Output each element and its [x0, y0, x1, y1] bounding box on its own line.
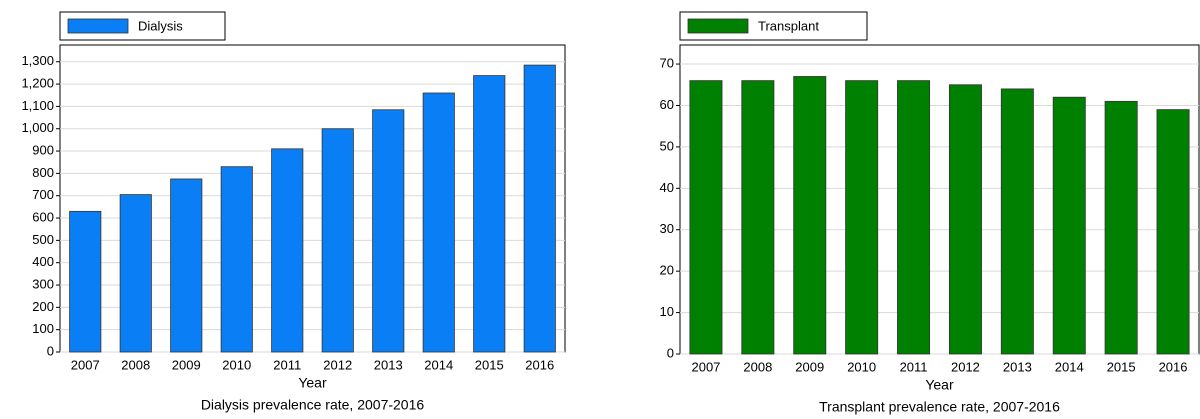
legend-swatch: [67, 18, 129, 34]
bar: [473, 75, 506, 353]
y-tick-label: 800: [32, 165, 54, 180]
x-tick-label: 2012: [951, 359, 980, 374]
y-tick-label: 700: [32, 187, 54, 202]
bar: [372, 109, 405, 353]
x-tick-label: 2007: [691, 359, 720, 374]
x-tick-label: 2009: [795, 359, 824, 374]
y-tick-label: 300: [32, 276, 54, 291]
x-tick-label: 2010: [222, 357, 251, 372]
y-tick-label: 50: [660, 138, 674, 153]
y-tick-label: 600: [32, 209, 54, 224]
y-tick-label: 200: [32, 299, 54, 314]
y-tick-label: 30: [660, 221, 674, 236]
x-tick-label: 2016: [1159, 359, 1188, 374]
bar: [689, 80, 723, 355]
chart-title: Transplant prevalence rate, 2007-2016: [819, 399, 1060, 415]
y-tick-label: 1,300: [21, 53, 54, 68]
bar: [948, 84, 982, 355]
legend-swatch: [687, 18, 749, 34]
y-tick-label: 900: [32, 142, 54, 157]
y-tick-label: 0: [47, 343, 54, 358]
bar: [1156, 109, 1190, 355]
x-tick-label: 2013: [1003, 359, 1032, 374]
x-tick-label: 2011: [273, 357, 301, 372]
legend-label: Dialysis: [138, 18, 183, 33]
bar: [845, 80, 879, 355]
x-axis-label: Year: [925, 377, 954, 393]
y-tick-label: 10: [660, 304, 674, 319]
x-tick-label: 2007: [71, 357, 100, 372]
legend-label: Transplant: [758, 18, 819, 33]
y-tick-label: 1,000: [21, 120, 54, 135]
x-tick-label: 2011: [900, 359, 928, 374]
y-tick-label: 20: [660, 263, 674, 278]
bar: [271, 148, 304, 353]
x-tick-label: 2015: [1107, 359, 1136, 374]
y-tick-label: 1,200: [21, 76, 54, 91]
bar: [1052, 96, 1086, 355]
x-axis-label: Year: [298, 375, 327, 391]
bar: [1104, 100, 1138, 355]
x-tick-label: 2016: [525, 357, 554, 372]
chart-title: Dialysis prevalence rate, 2007-2016: [201, 397, 425, 413]
x-tick-label: 2009: [172, 357, 201, 372]
bar: [793, 76, 827, 355]
y-tick-label: 400: [32, 254, 54, 269]
bar: [220, 166, 253, 353]
bar: [897, 80, 931, 355]
x-tick-label: 2008: [121, 357, 150, 372]
x-tick-label: 2012: [323, 357, 352, 372]
y-tick-label: 500: [32, 232, 54, 247]
bar: [321, 128, 354, 353]
y-tick-label: 60: [660, 97, 674, 112]
y-tick-label: 0: [667, 345, 674, 360]
x-tick-label: 2014: [424, 357, 453, 372]
bar: [422, 92, 455, 353]
y-tick-label: 70: [660, 55, 674, 70]
x-tick-label: 2008: [743, 359, 772, 374]
bar: [119, 194, 152, 353]
y-tick-label: 100: [32, 321, 54, 336]
bar: [741, 80, 775, 355]
bar: [170, 178, 203, 353]
bar: [1000, 88, 1034, 355]
bar: [69, 210, 102, 353]
y-tick-label: 1,100: [21, 98, 54, 113]
bar: [523, 64, 556, 353]
x-tick-label: 2010: [847, 359, 876, 374]
x-tick-label: 2015: [475, 357, 504, 372]
x-tick-label: 2013: [374, 357, 403, 372]
y-tick-label: 40: [660, 180, 674, 195]
x-tick-label: 2014: [1055, 359, 1084, 374]
